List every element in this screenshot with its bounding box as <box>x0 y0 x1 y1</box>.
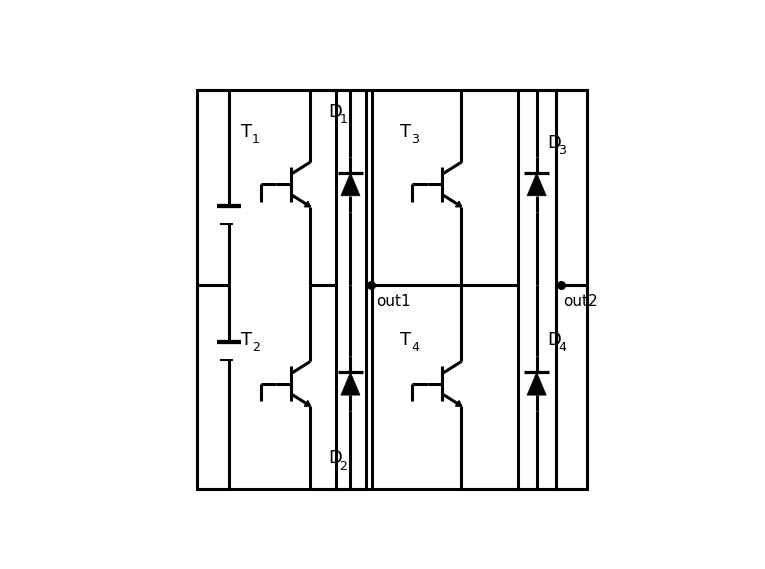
Text: D: D <box>328 449 343 467</box>
Bar <box>336 90 366 489</box>
Text: 1: 1 <box>252 133 260 146</box>
Text: T: T <box>241 331 252 349</box>
Text: 4: 4 <box>558 341 566 354</box>
Polygon shape <box>456 401 461 406</box>
Polygon shape <box>341 372 360 395</box>
Polygon shape <box>341 173 360 196</box>
Bar <box>518 90 556 489</box>
Text: 3: 3 <box>558 144 566 157</box>
Polygon shape <box>304 201 311 207</box>
Text: T: T <box>400 331 411 349</box>
Text: D: D <box>548 331 562 349</box>
Polygon shape <box>527 173 546 196</box>
Polygon shape <box>456 201 461 207</box>
Bar <box>197 90 587 489</box>
Text: D: D <box>548 134 562 152</box>
Text: 4: 4 <box>411 341 418 354</box>
Text: out2: out2 <box>563 294 598 310</box>
Polygon shape <box>304 401 311 406</box>
Text: T: T <box>400 123 411 141</box>
Text: out1: out1 <box>376 294 411 310</box>
Text: 2: 2 <box>340 460 347 473</box>
Text: T: T <box>241 123 252 141</box>
Text: 1: 1 <box>340 113 347 126</box>
Text: D: D <box>328 103 343 121</box>
Polygon shape <box>527 372 546 395</box>
Text: 3: 3 <box>411 133 418 146</box>
Text: 2: 2 <box>252 341 260 354</box>
